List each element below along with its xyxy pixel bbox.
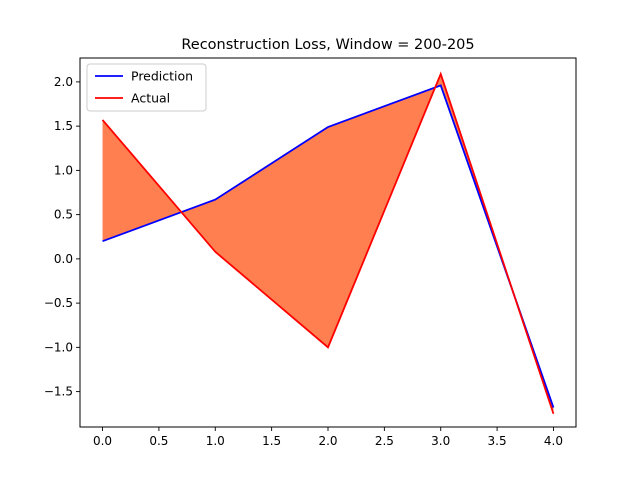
x-tick-label: 3.5: [488, 434, 507, 448]
y-tick-label: 1.0: [54, 163, 73, 177]
y-tick-label: 0.0: [54, 252, 73, 266]
x-tick-label: 2.5: [375, 434, 394, 448]
chart-title: Reconstruction Loss, Window = 200-205: [181, 37, 474, 53]
x-tick-label: 1.0: [206, 434, 225, 448]
x-tick-label: 2.0: [318, 434, 337, 448]
x-tick-label: 0.0: [93, 434, 112, 448]
difference-fill-area: [102, 73, 554, 414]
legend-label-actual: Actual: [131, 91, 170, 106]
legend: Prediction Actual: [86, 63, 207, 112]
y-tick-label: −0.5: [44, 296, 73, 310]
x-axis: 0.0 0.5 1.0 1.5 2.0 2.5 3.0 3.5 4.0: [93, 427, 563, 448]
y-axis: −1.5 −1.0 −0.5 0.0 0.5 1.0 1.5 2.0: [44, 75, 80, 399]
series-line-prediction: [102, 84, 555, 408]
y-tick-label: −1.5: [44, 385, 73, 399]
line-layer: [101, 71, 555, 415]
fill-layer: [102, 73, 554, 414]
x-tick-label: 1.5: [262, 434, 281, 448]
y-tick-label: 1.5: [54, 119, 73, 133]
y-tick-label: 2.0: [54, 75, 73, 89]
y-tick-label: 0.5: [54, 208, 73, 222]
x-tick-label: 4.0: [544, 434, 563, 448]
x-tick-label: 3.0: [431, 434, 450, 448]
x-tick-label: 0.5: [149, 434, 168, 448]
y-tick-label: −1.0: [44, 340, 73, 354]
series-line-actual: [101, 71, 555, 415]
legend-label-prediction: Prediction: [131, 69, 193, 84]
